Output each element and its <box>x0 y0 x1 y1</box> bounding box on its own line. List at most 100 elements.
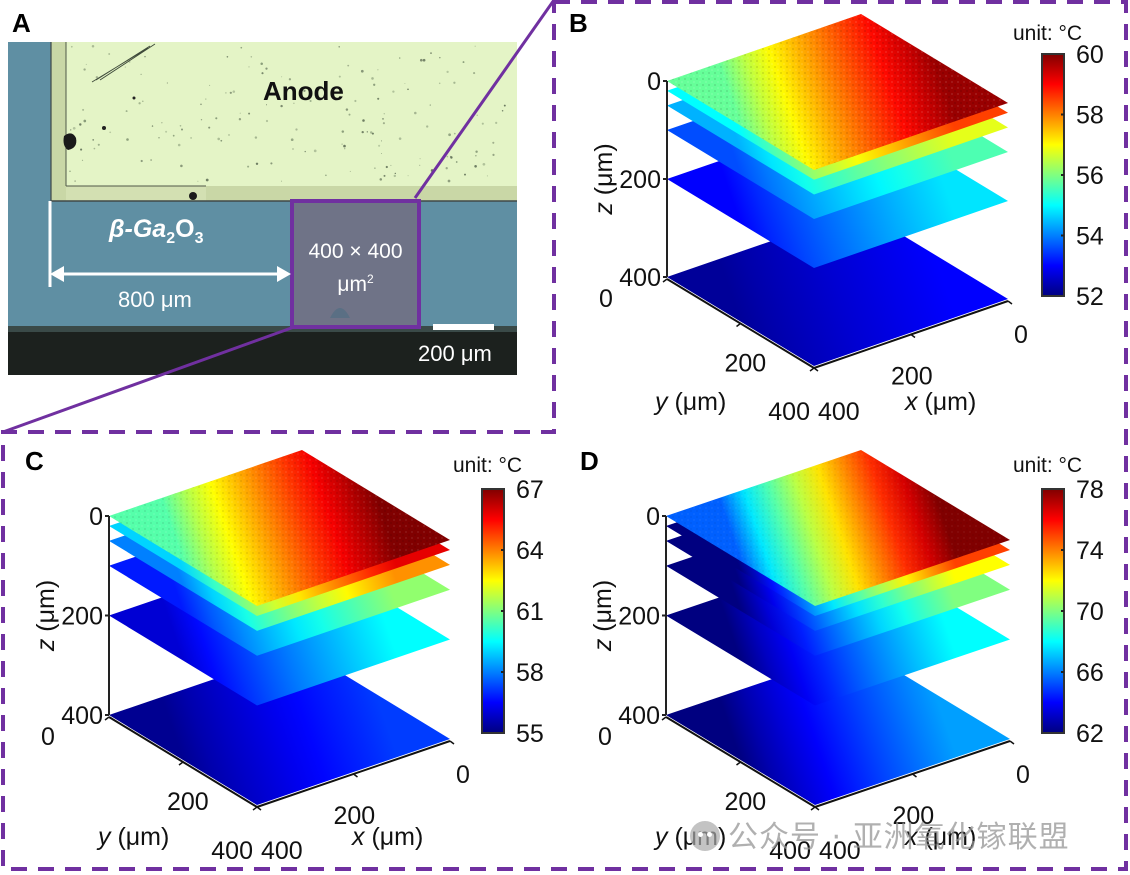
anode-speck <box>69 129 72 131</box>
z-axis-label-unit: (μm) <box>32 580 60 632</box>
anode-speck <box>247 165 250 168</box>
anode-speck <box>447 179 451 183</box>
anode-speck <box>407 88 409 91</box>
y-tick <box>661 716 667 721</box>
y-tick-label: 0 <box>41 723 55 751</box>
anode-speck <box>165 130 168 133</box>
anode-speck <box>265 104 268 106</box>
wechat-icon <box>690 821 720 851</box>
colorbar-tick-label: 66 <box>1076 659 1104 687</box>
anode-speck <box>369 131 373 134</box>
anode-speck <box>380 152 383 155</box>
anode-speck <box>481 122 484 125</box>
anode-label: Anode <box>263 76 344 106</box>
panel-label-c: C <box>25 446 44 476</box>
y-tick <box>252 806 258 811</box>
colorbar-tick-label: 61 <box>516 598 544 626</box>
roi-label-line2: μm2 <box>292 272 419 297</box>
anode-speck <box>197 180 199 182</box>
y-tick-label: 0 <box>599 285 613 313</box>
anode-speck <box>180 164 183 168</box>
anode-speck <box>407 175 409 177</box>
debris-particle <box>102 126 106 130</box>
roi-box <box>290 199 421 329</box>
x-axis-label: x (μm) <box>904 388 976 416</box>
x-tick <box>353 773 358 778</box>
anode-speck <box>373 83 376 86</box>
anode-speck <box>70 45 73 48</box>
x-tick <box>256 806 262 811</box>
anode-speck <box>374 167 376 169</box>
anode-speck <box>371 77 374 80</box>
anode-speck <box>378 144 381 147</box>
temperature-slice-z400 <box>666 649 1010 805</box>
y-axis-label-var: y <box>96 823 117 851</box>
anode-speck <box>382 118 384 120</box>
anode-speck <box>473 72 476 75</box>
z-axis-label-var: z <box>589 632 617 652</box>
anode-speck <box>161 122 163 124</box>
anode-speck <box>232 90 236 93</box>
x-tick-label: 400 <box>261 837 303 865</box>
x-tick <box>814 806 820 811</box>
anode-speck <box>438 82 441 85</box>
z-tick-label: 0 <box>89 503 103 531</box>
colorbar-tick-label: 58 <box>516 659 544 687</box>
colorbar <box>1041 488 1065 734</box>
z-axis-label-unit: (μm) <box>590 143 618 195</box>
anode-speck <box>293 102 295 104</box>
anode-speck <box>91 44 95 48</box>
anode-speck <box>150 159 152 161</box>
roi-fill <box>292 201 419 327</box>
colorbar-tick-label: 78 <box>1076 476 1104 504</box>
anode-speck <box>215 117 218 120</box>
anode-speck <box>177 143 181 147</box>
z-axis-label: z (μm) <box>590 143 618 215</box>
anode-speck <box>79 123 82 126</box>
anode-speck <box>200 103 202 106</box>
z-tick-label: 200 <box>618 603 660 631</box>
x-axis-label-var: x <box>904 388 924 416</box>
y-axis-label-var: y <box>653 388 674 416</box>
colorbar <box>481 488 505 734</box>
anode-speck <box>144 55 146 58</box>
anode-speck <box>393 174 397 178</box>
x-tick-label: 0 <box>1016 761 1030 789</box>
z-tick-label: 400 <box>61 702 103 730</box>
micrograph-edge-rough <box>8 326 517 332</box>
x-tick-label: 400 <box>819 837 861 865</box>
anode-speck <box>446 155 449 158</box>
debris-particle <box>189 192 197 200</box>
anode-speck <box>239 112 241 114</box>
anode-speck <box>377 69 379 71</box>
anode-speck <box>126 138 129 141</box>
colorbar-tick-label: 55 <box>516 720 544 748</box>
x-tick <box>912 773 917 778</box>
anode-speck <box>74 180 76 182</box>
y-tick-label: 200 <box>725 788 767 816</box>
scratch-mark <box>91 43 156 83</box>
zoom-connector-top <box>413 0 556 199</box>
anode-speck <box>419 164 421 166</box>
anode-speck <box>128 61 131 63</box>
anode-speck <box>248 66 250 68</box>
anode-speck <box>341 130 345 133</box>
anode-speck <box>220 139 223 142</box>
y-tick <box>662 278 668 283</box>
y-tick-label: 400 <box>769 837 811 865</box>
anode-speck <box>345 108 349 111</box>
z-tick-label: 400 <box>619 264 661 292</box>
anode-speck <box>200 119 203 121</box>
anode-speck <box>309 99 312 103</box>
y-tick <box>809 367 815 372</box>
x-tick-label: 200 <box>891 363 933 391</box>
arrowhead-right-icon <box>277 266 291 282</box>
anode-speck <box>217 137 220 141</box>
x-axis-label: x (μm) <box>351 823 423 851</box>
anode-speck <box>179 124 182 127</box>
colorbar-tick-label: 54 <box>1076 223 1104 251</box>
anode-speck <box>362 119 365 122</box>
anode-speck <box>341 143 343 145</box>
